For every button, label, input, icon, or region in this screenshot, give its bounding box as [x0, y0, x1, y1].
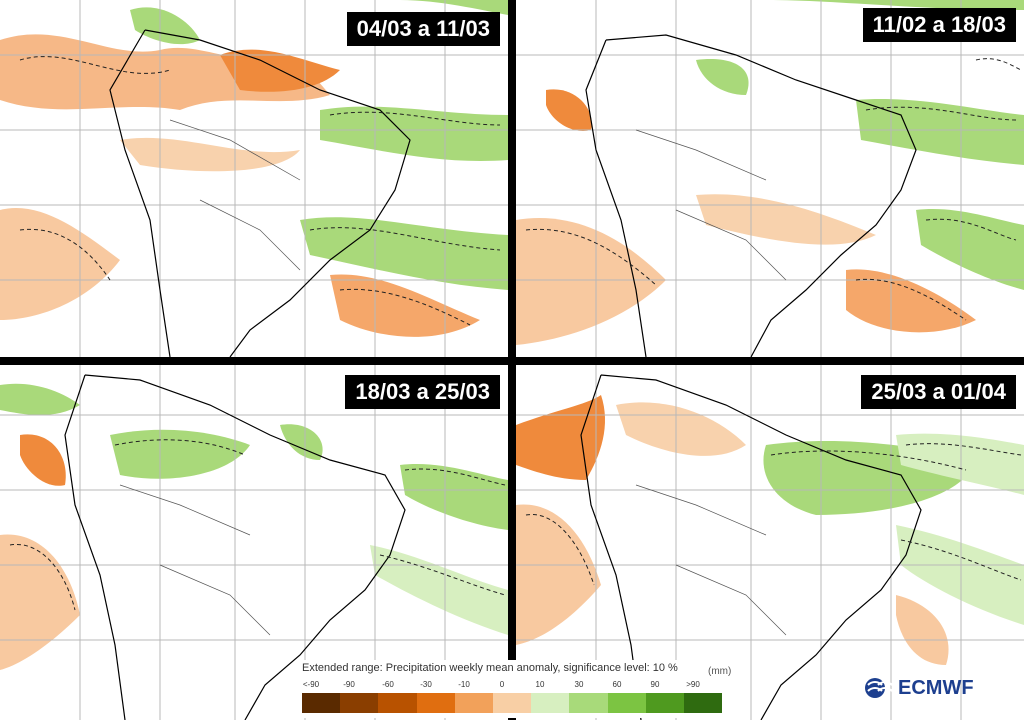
- ecmwf-logo-icon: [865, 678, 893, 698]
- legend-tick: >90: [686, 680, 700, 689]
- period-label: 18/03 a 25/03: [345, 375, 500, 409]
- legend-swatch: [531, 693, 570, 713]
- legend-tick: 90: [650, 680, 660, 689]
- legend-title: Extended range: Precipitation weekly mea…: [302, 662, 678, 674]
- legend-swatch: [378, 693, 417, 713]
- logo-text: ECMWF: [898, 676, 974, 699]
- legend-unit: (mm): [708, 666, 732, 677]
- period-label: 04/03 a 11/03: [346, 12, 500, 46]
- map-panel-3-graphic: [0, 365, 508, 720]
- legend-swatches: [302, 693, 723, 713]
- horizontal-divider: [0, 357, 1024, 365]
- legend-tick: -60: [382, 680, 394, 689]
- map-panel-4: 25/03 a 01/04: [516, 365, 1024, 720]
- legend-tick: 10: [535, 680, 545, 689]
- map-panel-2: 11/02 a 18/03: [516, 0, 1024, 357]
- legend-swatch: [416, 693, 455, 713]
- legend-tick: -90: [343, 680, 355, 689]
- legend-swatch: [492, 693, 532, 713]
- map-panel-1-graphic: [0, 0, 508, 357]
- period-label: 25/03 a 01/04: [861, 375, 1016, 409]
- legend-tick: 30: [574, 680, 584, 689]
- ecmwf-logo: ECMWF: [864, 676, 974, 700]
- legend-tick: -30: [420, 680, 432, 689]
- legend-tick: <-90: [302, 680, 320, 689]
- map-panel-2-graphic: [516, 0, 1024, 357]
- period-label: 11/02 a 18/03: [862, 8, 1016, 42]
- legend-swatch: [645, 693, 684, 713]
- legend-tick-labels: <-90 -90 -60 -30 -10 0 10 30 60 90 >90: [302, 680, 702, 692]
- legend-swatch: [302, 693, 341, 713]
- map-panel-1: 04/03 a 11/03: [0, 0, 508, 357]
- legend-tick: -10: [458, 680, 470, 689]
- legend-swatch: [454, 693, 493, 713]
- legend-tick: 60: [612, 680, 622, 689]
- legend-swatch: [607, 693, 646, 713]
- legend-swatch: [340, 693, 379, 713]
- legend-swatch: [683, 693, 723, 713]
- color-legend: Extended range: Precipitation weekly mea…: [296, 660, 740, 718]
- legend-swatch: [569, 693, 608, 713]
- legend-tick: 0: [499, 680, 505, 689]
